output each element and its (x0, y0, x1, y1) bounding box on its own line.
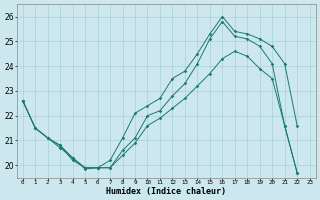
X-axis label: Humidex (Indice chaleur): Humidex (Indice chaleur) (106, 187, 226, 196)
